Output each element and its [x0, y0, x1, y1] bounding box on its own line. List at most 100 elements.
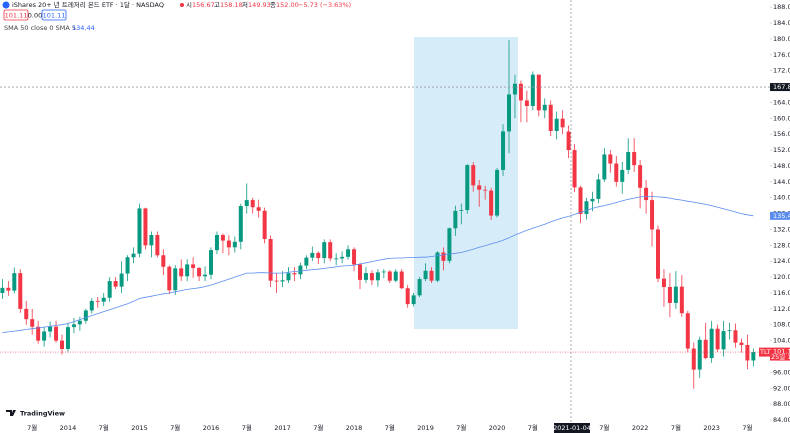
sma-tag: [770, 211, 790, 220]
y-tick-label: 88.00: [773, 400, 790, 408]
candle-body: [113, 281, 118, 287]
candle-body: [304, 257, 309, 266]
candle-body: [12, 273, 17, 291]
candle-body: [209, 250, 213, 275]
candle-body: [137, 208, 142, 254]
x-tick-label: 2017: [274, 424, 291, 432]
candle-body: [632, 152, 637, 166]
x-tick-label: 7월: [528, 423, 538, 432]
candle-body: [18, 273, 23, 309]
bid-value: 101.11: [5, 12, 28, 20]
candle-body: [232, 241, 237, 248]
candle-body: [238, 206, 243, 242]
candle-body: [54, 326, 59, 341]
candle-body: [423, 270, 428, 280]
y-tick-label: 132.00: [773, 225, 790, 233]
candle-body: [167, 266, 172, 291]
crosshair-date-tag: [554, 423, 590, 433]
candle-body: [584, 201, 589, 214]
x-tick-label: 7월: [456, 423, 466, 432]
candle-body: [524, 100, 529, 106]
last-price-tag: [770, 347, 790, 361]
candle-body: [626, 152, 631, 170]
candle-body: [375, 272, 380, 281]
candle-body: [679, 286, 684, 314]
candle-body: [739, 342, 744, 345]
candle-body: [548, 104, 553, 132]
x-tick-label: 2022: [632, 424, 649, 432]
candle-body: [417, 279, 422, 296]
candle-body: [155, 235, 160, 256]
candle-body: [65, 327, 70, 349]
candle-body: [751, 352, 756, 361]
candle-body: [733, 330, 738, 343]
y-tick-label: 128.00: [773, 241, 790, 249]
candle-body: [346, 249, 351, 257]
x-tick-label: 2020: [489, 424, 506, 432]
candle-body: [518, 83, 523, 101]
candle-body: [250, 200, 255, 208]
candle-body: [387, 271, 392, 281]
candle-body: [661, 278, 666, 288]
candle-body: [340, 256, 345, 259]
candle-body: [697, 339, 702, 370]
candle-body: [667, 287, 672, 303]
candle-body: [143, 208, 148, 246]
candle-body: [131, 253, 136, 258]
ohlc-value: 152.00: [276, 1, 299, 9]
symbol-title: iShares 20+ 년 트레저리 본드 ETF · 1달 · NASDAQ: [12, 0, 164, 9]
y-tick-label: 180.00: [773, 35, 790, 43]
candle-body: [363, 273, 368, 280]
candle-body: [83, 310, 88, 321]
candle-body: [358, 264, 362, 280]
candle-body: [197, 267, 202, 277]
symbol-icon: [2, 1, 10, 9]
candle-body: [709, 328, 714, 359]
ohlc-label: 종: [270, 1, 276, 9]
candle-body: [226, 240, 231, 248]
candle-body: [203, 274, 208, 277]
candle-body: [352, 249, 357, 265]
candle-body: [685, 313, 690, 349]
candle-body: [656, 229, 660, 279]
candle-body: [42, 331, 47, 341]
candle-body: [71, 324, 76, 328]
candle-body: [650, 200, 655, 230]
candle-body: [369, 273, 374, 281]
y-tick-label: 148.00: [773, 162, 790, 170]
bid-box: [3, 9, 29, 21]
symbol-tag: [759, 347, 770, 357]
candle-body: [578, 187, 583, 214]
candle-body: [638, 165, 643, 188]
candle-body: [381, 271, 386, 273]
candle-body: [471, 165, 476, 186]
candle-body: [459, 210, 464, 211]
y-tick-label: 188.00: [773, 3, 790, 11]
ohlc-label: 저: [242, 0, 248, 9]
plot: [0, 40, 770, 389]
candle-body: [220, 235, 225, 241]
candle-body: [244, 200, 249, 207]
candle-body: [149, 235, 154, 246]
candle-body: [185, 264, 190, 277]
candle-body: [89, 300, 94, 311]
candle-body: [536, 74, 541, 111]
symbol-tag-label: TLT: [759, 348, 771, 356]
candle-body: [411, 295, 416, 305]
candle-body: [614, 163, 619, 182]
candle-body: [334, 258, 339, 260]
candle-body: [465, 165, 470, 211]
sma-tag-label: 135.43: [773, 212, 790, 220]
y-tick-label: 144.00: [773, 178, 790, 186]
time-axis: [0, 422, 790, 433]
candle-body: [435, 252, 440, 281]
ohlc-value: 156.67: [192, 1, 215, 9]
y-tick-label: 152.00: [773, 146, 790, 154]
candle-body: [429, 270, 434, 281]
candle-body: [274, 280, 279, 282]
y-tick-label: 156.00: [773, 130, 790, 138]
candle-body: [95, 300, 100, 302]
